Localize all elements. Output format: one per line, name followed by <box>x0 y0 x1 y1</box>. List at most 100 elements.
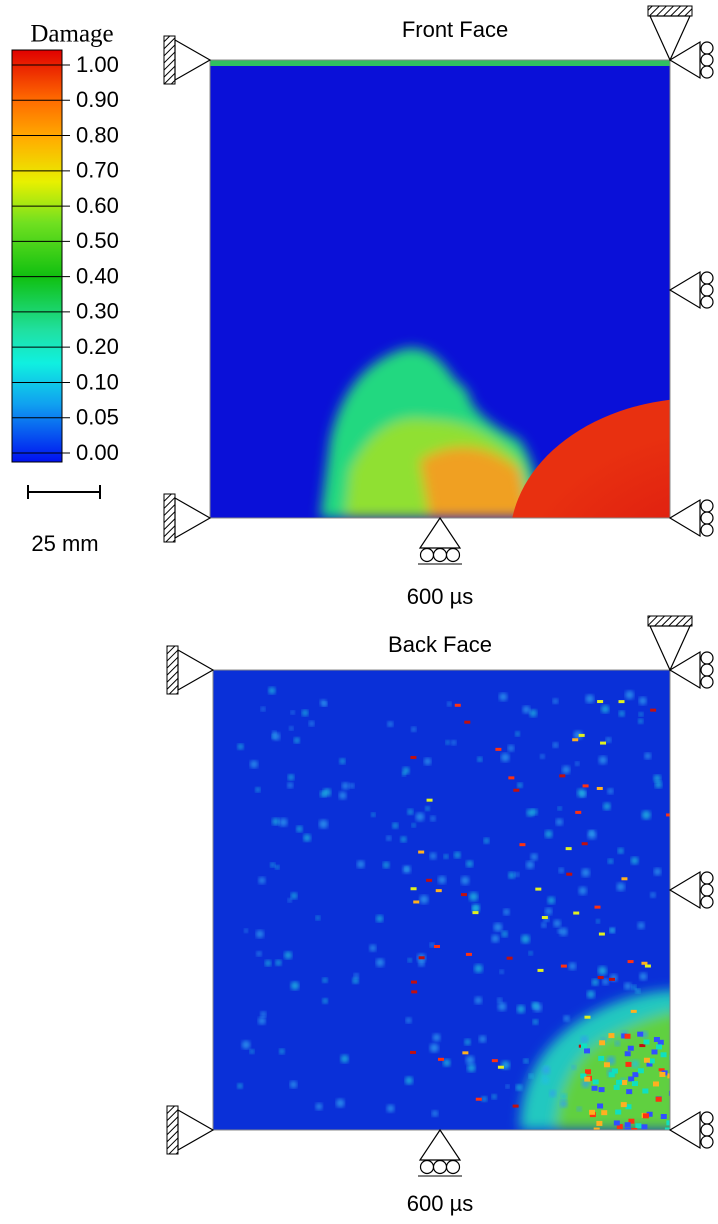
panel-title: Back Face <box>388 632 492 657</box>
damage-point <box>635 988 641 994</box>
damage-point <box>411 823 416 828</box>
support-pin <box>177 648 215 692</box>
damage-cell <box>648 1058 655 1064</box>
damage-cell <box>625 1104 632 1110</box>
damage-point <box>279 1048 285 1054</box>
damage-point <box>244 928 249 933</box>
support-roller <box>668 870 701 910</box>
damage-point <box>349 783 355 789</box>
damage-point <box>405 1017 412 1024</box>
damage-point <box>514 872 520 877</box>
damage-cell <box>642 1113 649 1119</box>
damage-point <box>237 1083 243 1089</box>
damage-point <box>497 997 503 1003</box>
damage-blob <box>320 348 540 518</box>
support-pin <box>177 1108 215 1152</box>
damage-point <box>407 958 413 963</box>
damage-point <box>552 742 559 748</box>
damage-point <box>322 998 328 1004</box>
support-pin <box>649 15 691 62</box>
damage-point <box>290 892 298 900</box>
damage-point <box>625 690 634 700</box>
damage-cell <box>621 877 628 881</box>
damage-cell <box>418 850 425 854</box>
damage-cell <box>608 1033 615 1039</box>
damage-point <box>375 958 385 967</box>
damage-cell <box>596 786 603 790</box>
roller <box>700 871 714 885</box>
damage-cell <box>613 1120 620 1126</box>
support-pin <box>174 496 212 540</box>
damage-point <box>532 1019 539 1025</box>
damage-cell <box>495 747 502 751</box>
damage-cell <box>657 1039 664 1045</box>
damage-cell <box>537 968 544 972</box>
damage-cell <box>578 733 585 737</box>
support-wall <box>647 5 693 17</box>
support-roller <box>668 270 701 310</box>
damage-point <box>431 1110 439 1117</box>
colorbar-label: 0.80 <box>76 122 119 147</box>
support-wall <box>647 615 693 627</box>
failure-zone <box>512 399 670 518</box>
damage-point <box>542 1066 551 1075</box>
damage-point <box>541 922 547 928</box>
damage-point <box>568 962 577 970</box>
damage-cell <box>655 1096 662 1102</box>
supports <box>163 5 714 1177</box>
support-roller <box>418 516 462 549</box>
support-roller <box>668 1110 701 1150</box>
damage-cell <box>589 1109 596 1115</box>
damage-cell <box>650 708 657 712</box>
damage-cell <box>628 1118 635 1124</box>
damage-cell <box>410 980 417 984</box>
damage-point <box>387 721 394 727</box>
damage-cell <box>601 1110 608 1116</box>
damage-point <box>322 701 328 707</box>
support-wall <box>163 493 176 543</box>
damage-point <box>557 806 562 811</box>
damage-point <box>638 696 647 705</box>
colorbar-label: 1.00 <box>76 52 119 77</box>
damage-cell <box>613 1084 620 1090</box>
damage-cell <box>599 1040 606 1046</box>
damage-point <box>607 858 614 864</box>
damage-cell <box>626 1089 633 1095</box>
damage-point <box>605 737 612 743</box>
damage-point <box>237 743 244 750</box>
damage-point <box>275 959 282 966</box>
damage-point <box>541 1076 550 1085</box>
damage-cell <box>641 1124 648 1130</box>
damage-point <box>641 810 651 820</box>
roller <box>700 499 714 513</box>
damage-cell <box>464 720 471 724</box>
damage-cell <box>584 1048 591 1054</box>
damage-cell <box>616 1124 623 1130</box>
damage-point <box>616 882 625 892</box>
damage-cell <box>653 1036 660 1042</box>
damage-point <box>411 726 417 732</box>
damage-point <box>293 737 300 744</box>
panel-title: Front Face <box>402 17 508 42</box>
damage-cell <box>637 1031 644 1037</box>
damage-cell <box>572 738 579 742</box>
damage-point <box>545 907 553 915</box>
damage-point <box>315 915 321 921</box>
damage-cell <box>582 784 589 788</box>
damage-cell <box>642 1088 649 1094</box>
damage-cell <box>666 813 670 817</box>
support-wall <box>166 1105 179 1155</box>
damage-cell <box>592 1079 599 1085</box>
support-wall <box>163 35 176 85</box>
damage-point <box>287 898 292 903</box>
damage-cell <box>465 952 472 956</box>
damage-cell <box>535 887 542 891</box>
damage-point <box>530 853 538 861</box>
damage-cell <box>652 1081 659 1087</box>
colorbar-label: 0.90 <box>76 87 119 112</box>
damage-point <box>335 1098 345 1108</box>
damage-point <box>558 867 564 874</box>
damage-point <box>443 854 449 859</box>
front-contour <box>210 60 670 518</box>
damage-cell <box>426 798 433 802</box>
